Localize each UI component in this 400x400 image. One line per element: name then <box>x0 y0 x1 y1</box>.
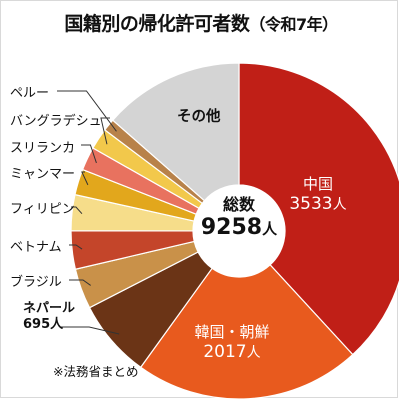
label-myanmar: ミャンマー <box>10 163 75 182</box>
label-other: その他 <box>177 105 221 126</box>
label-nepal-value: 695 <box>23 317 50 332</box>
label-bangladesh: バングラデシュ <box>10 110 102 129</box>
label-peru: ペルー <box>10 82 49 101</box>
label-korea-unit: 人 <box>247 345 261 361</box>
label-china-value: 3533 <box>289 194 332 214</box>
source-note: ※法務省まとめ <box>53 361 138 380</box>
label-philippines: フィリピン <box>10 198 75 217</box>
label-brazil: ブラジル <box>10 271 62 290</box>
label-korea-value: 2017 <box>203 342 246 362</box>
label-srilanka: スリランカ <box>10 137 75 156</box>
label-korea-name: 韓国・朝鮮 <box>167 321 297 342</box>
center-total-value: 9258 <box>201 215 262 240</box>
label-vietnam: ベトナム <box>10 236 62 255</box>
label-china-name: 中国 <box>273 173 363 194</box>
label-nepal-name: ネパール <box>23 301 75 317</box>
center-total-unit: 人 <box>262 220 277 238</box>
label-korea: 韓国・朝鮮 2017人 <box>167 321 297 362</box>
label-china: 中国 3533人 <box>273 173 363 214</box>
label-nepal-unit: 人 <box>50 317 63 332</box>
label-china-unit: 人 <box>333 197 347 213</box>
label-nepal: ネパール 695人 <box>23 301 75 333</box>
